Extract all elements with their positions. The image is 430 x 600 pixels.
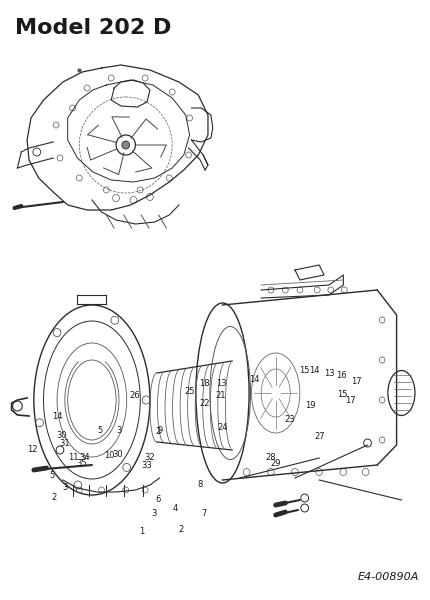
Text: 30: 30 xyxy=(112,450,123,460)
Text: 35: 35 xyxy=(76,460,86,468)
Text: 28: 28 xyxy=(265,452,276,462)
Text: 19: 19 xyxy=(304,401,315,409)
Text: 33: 33 xyxy=(141,461,152,469)
Text: 24: 24 xyxy=(217,422,228,432)
Text: 34: 34 xyxy=(79,452,89,462)
Text: 17: 17 xyxy=(350,377,361,385)
Text: 31: 31 xyxy=(59,439,70,449)
Text: 13: 13 xyxy=(323,368,334,378)
Text: 16: 16 xyxy=(336,370,347,379)
Text: 4: 4 xyxy=(172,504,177,514)
Text: 25: 25 xyxy=(184,388,194,396)
Text: 14: 14 xyxy=(309,366,319,376)
Text: 8: 8 xyxy=(197,480,203,490)
Text: 3: 3 xyxy=(151,509,157,517)
Text: 12: 12 xyxy=(27,445,37,455)
Text: 14: 14 xyxy=(249,374,259,384)
Text: 29: 29 xyxy=(269,458,280,468)
Text: E4-00890A: E4-00890A xyxy=(357,572,418,582)
Circle shape xyxy=(122,141,129,149)
Text: 2: 2 xyxy=(52,493,57,503)
Text: 22: 22 xyxy=(199,399,209,408)
Text: 11: 11 xyxy=(68,452,78,462)
Text: 14: 14 xyxy=(52,412,63,421)
Text: 32: 32 xyxy=(144,452,155,462)
Text: 3: 3 xyxy=(62,483,67,492)
Text: 3: 3 xyxy=(116,426,121,435)
Text: 21: 21 xyxy=(215,391,226,401)
Text: 2: 2 xyxy=(155,427,161,437)
Text: 10: 10 xyxy=(104,451,114,461)
Text: Model 202 D: Model 202 D xyxy=(15,18,170,38)
Text: 7: 7 xyxy=(201,509,206,517)
Text: 23: 23 xyxy=(284,415,295,425)
Text: 26: 26 xyxy=(129,391,139,401)
Text: 6: 6 xyxy=(155,495,161,504)
Text: 17: 17 xyxy=(344,396,355,406)
Text: 9: 9 xyxy=(157,426,163,435)
Text: 2: 2 xyxy=(178,524,184,534)
Text: 5: 5 xyxy=(49,472,55,480)
Text: 1: 1 xyxy=(139,527,144,535)
Text: 15: 15 xyxy=(336,391,346,400)
Text: 13: 13 xyxy=(215,379,226,389)
Text: 5: 5 xyxy=(97,426,102,435)
Text: 15: 15 xyxy=(298,366,309,376)
Text: 27: 27 xyxy=(314,432,325,442)
Text: 30: 30 xyxy=(56,431,67,439)
Text: 18: 18 xyxy=(199,379,209,389)
